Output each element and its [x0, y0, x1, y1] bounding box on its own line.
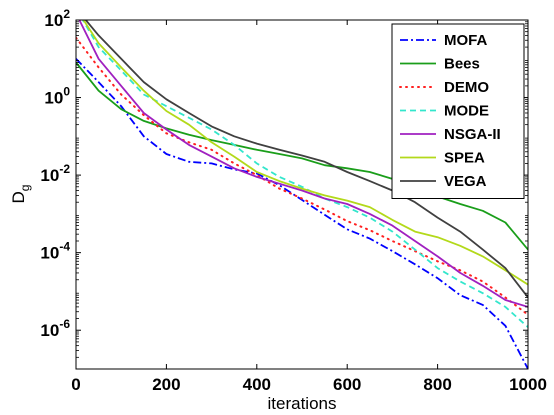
series-line-nsga-ii — [78, 20, 528, 308]
y-tick-label: 100 — [44, 85, 70, 108]
y-axis-title-sub: g — [18, 185, 32, 192]
legend: MOFA Bees DEMO MODE NSGA-II SPEA VEGA — [391, 23, 525, 199]
x-tick-label: 800 — [423, 375, 451, 394]
y-axis-title-main: D — [9, 191, 28, 203]
legend-label-mofa: MOFA — [444, 32, 487, 49]
legend-label-demo: DEMO — [444, 79, 489, 96]
y-tick-label: 10-4 — [40, 240, 70, 263]
series-line-spea — [82, 20, 528, 286]
series-line-mode — [81, 20, 528, 328]
axis-layer: 0 200 400 600 800 1000 102 100 10-2 10-4 10-6 — [40, 7, 547, 394]
y-axis-title: Dg — [9, 185, 32, 204]
x-tick-label: 0 — [71, 375, 80, 394]
series-layer — [76, 20, 528, 369]
legend-label-bees: Bees — [444, 56, 480, 73]
legend-label-mode: MODE — [444, 103, 489, 120]
x-axis-title: iterations — [268, 394, 337, 413]
y-tick-label: 102 — [44, 7, 70, 30]
series-line-bees — [76, 61, 528, 251]
svg-text:Dg: Dg — [9, 185, 32, 204]
x-tick-label: 400 — [243, 375, 271, 394]
legend-label-nsga-ii: NSGA-II — [444, 126, 501, 143]
x-tick-label: 200 — [152, 375, 180, 394]
y-tick-label: 10-6 — [40, 317, 70, 340]
plot-frame — [75, 19, 529, 370]
legend-label-vega: VEGA — [444, 173, 487, 190]
legend-label-spea: SPEA — [444, 150, 485, 167]
series-line-vega — [84, 20, 528, 299]
series-line-demo — [76, 36, 528, 316]
x-tick-label: 600 — [333, 375, 361, 394]
x-tick-label: 1000 — [509, 375, 547, 394]
series-line-mofa — [76, 58, 528, 369]
y-tick-label: 10-2 — [40, 162, 70, 185]
